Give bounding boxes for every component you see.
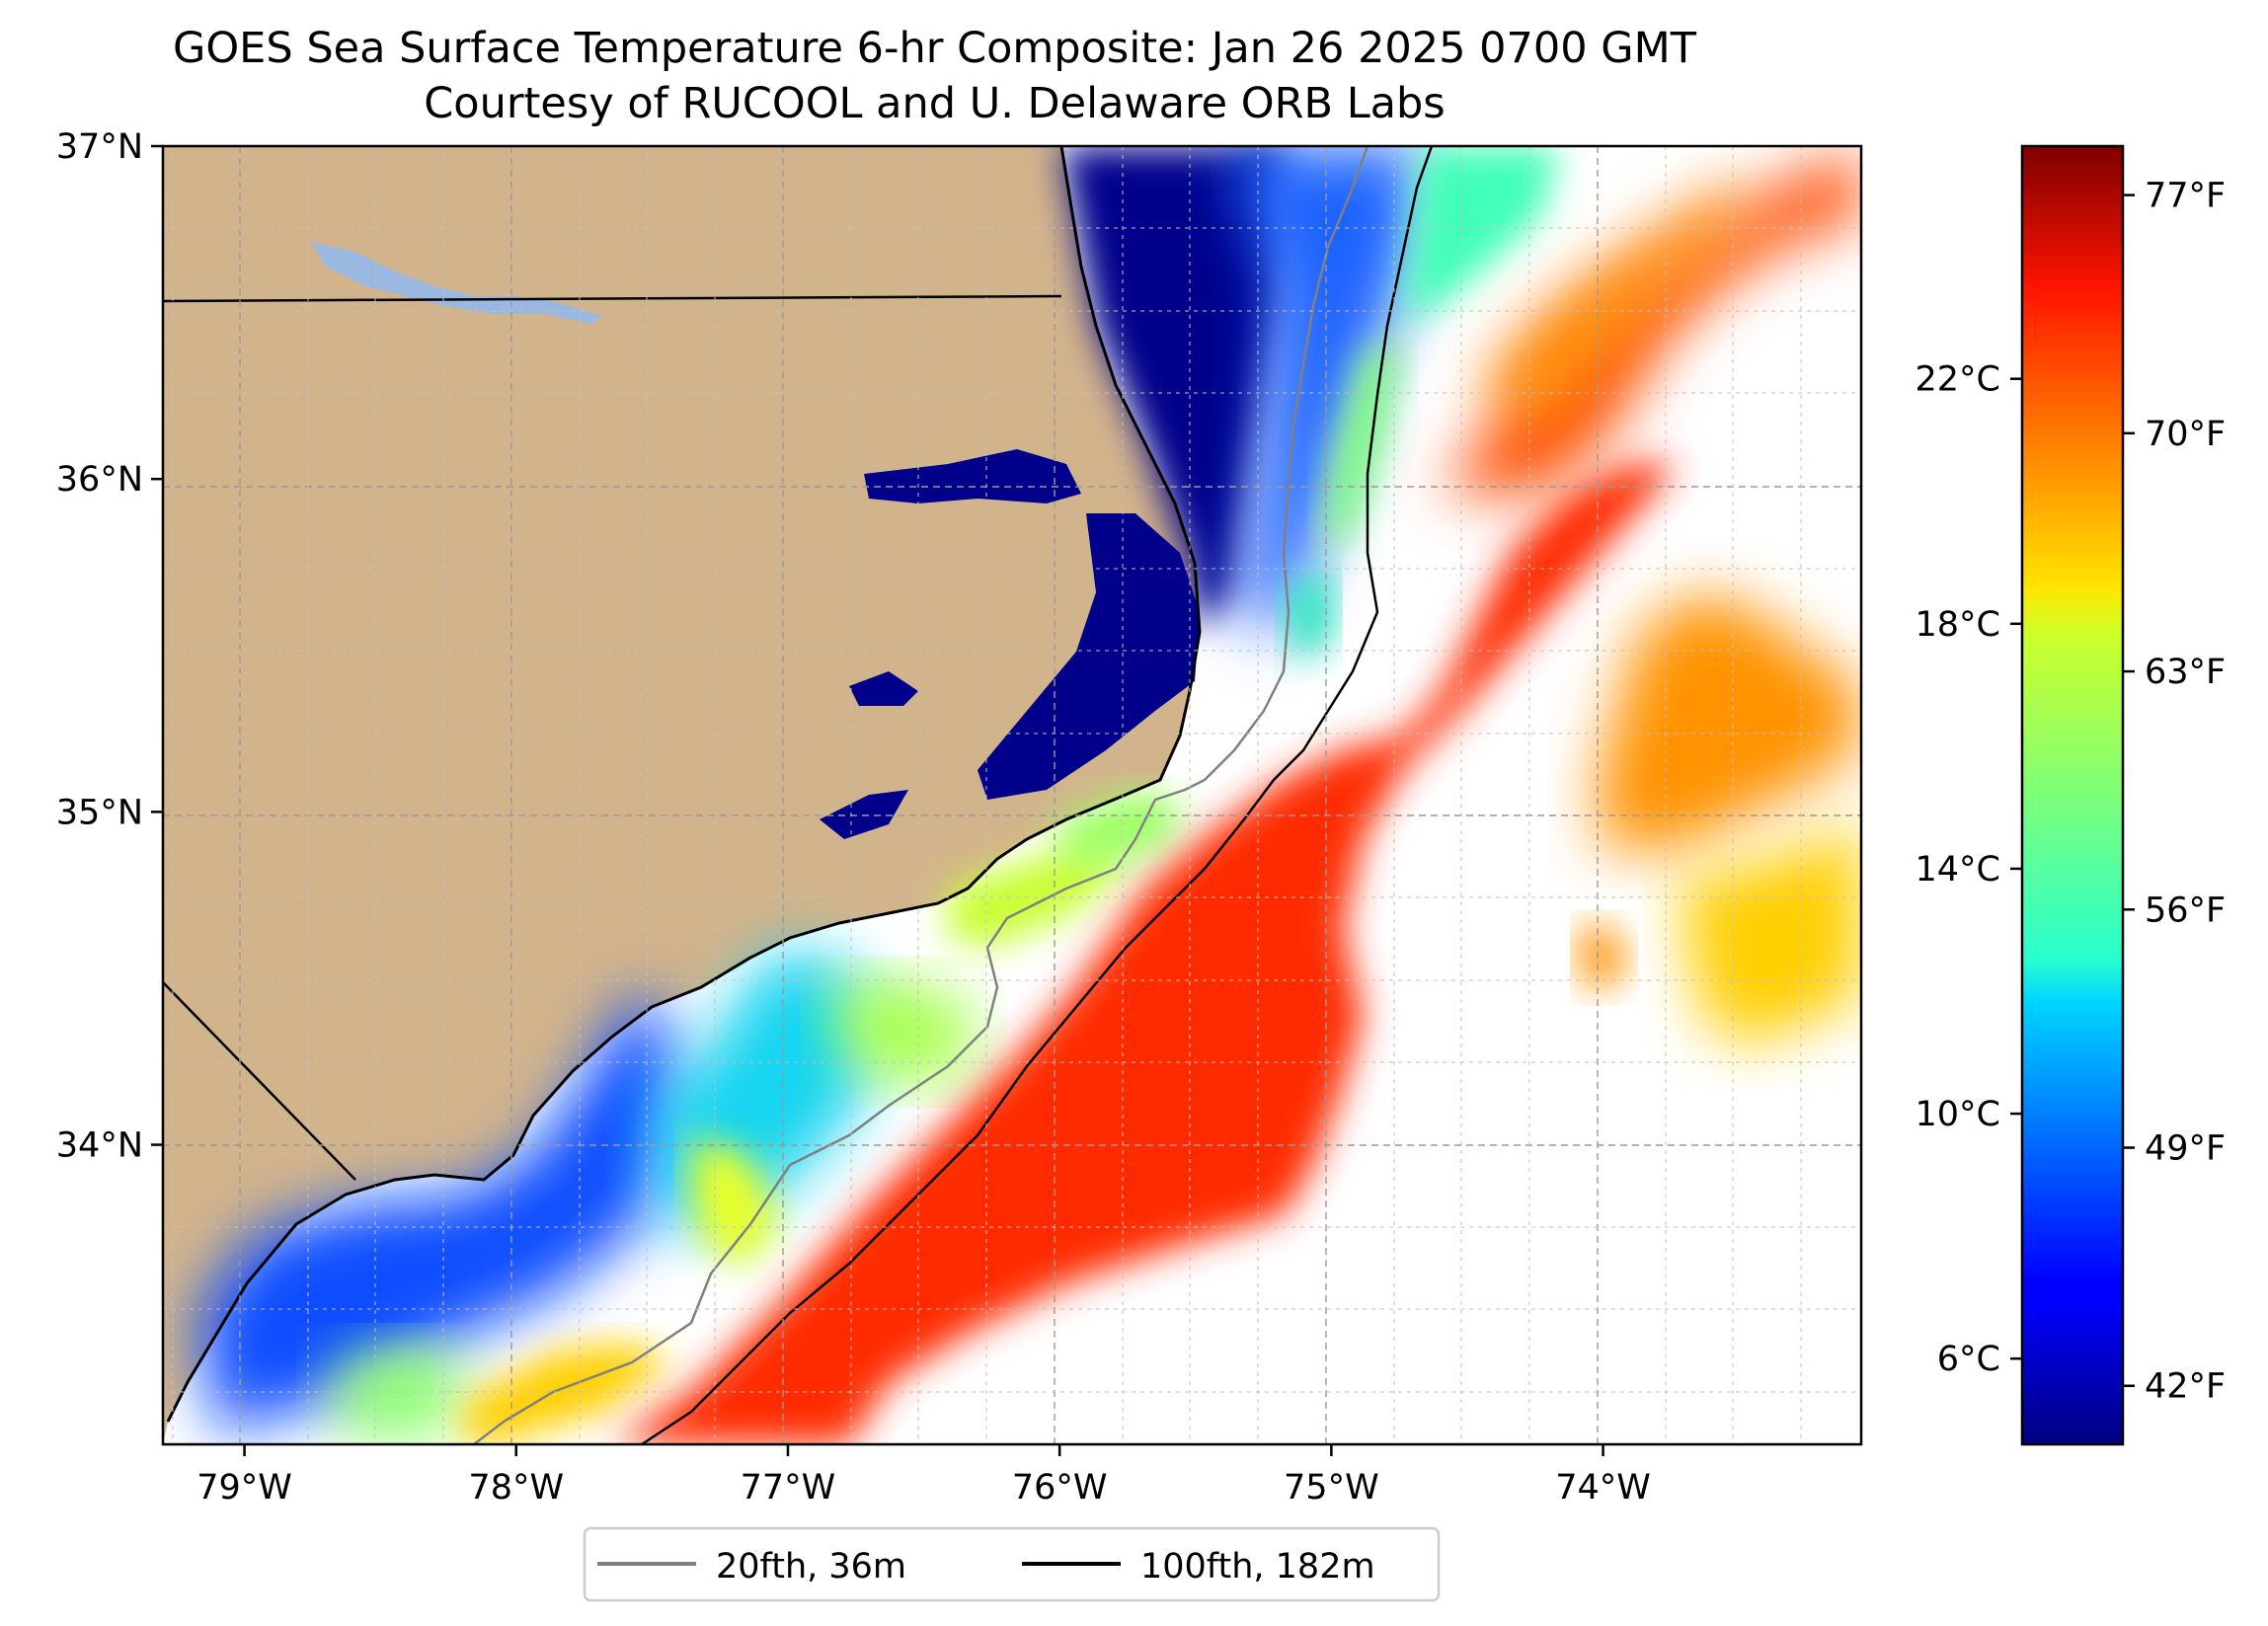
coastline: [166, 146, 1202, 1423]
sst-offshore-small-orange: [1580, 923, 1629, 992]
sst-offshore-orange: [1481, 178, 1738, 434]
x-tick-label: 76°W: [1012, 1468, 1108, 1508]
sst-shelf-south-cold: [197, 997, 681, 1432]
map-gridlines: [163, 146, 1861, 1444]
colorbar-frame: [2020, 144, 2125, 1446]
x-tick-label: 79°W: [196, 1468, 292, 1508]
y-tick-label: 35°N: [56, 793, 143, 832]
map-title-line-2: Courtesy of RUCOOL and U. Delaware ORB L…: [424, 79, 1446, 128]
sst-lookout-yellow: [948, 839, 1126, 948]
map-content: [163, 146, 1861, 1444]
map-title-line-1: GOES Sea Surface Temperature 6-hr Compos…: [173, 24, 1696, 73]
legend-box: [583, 1526, 1441, 1602]
x-tick-label: 77°W: [741, 1468, 836, 1508]
pamlico-river: [849, 671, 918, 706]
sst-shelf-teal-mid: [1284, 563, 1333, 661]
sst-shelf-onslow-yellow: [691, 1135, 780, 1264]
colorbar-celsius-label: 22°C: [1916, 360, 2000, 400]
kerr-lake: [311, 242, 602, 324]
sst-shelf-cyan-north: [1402, 146, 1560, 326]
map-minor-gridlines: [163, 146, 1861, 1444]
sst-shelf-capefear-green: [326, 1343, 474, 1441]
sst-shelf-blue-north: [1224, 146, 1422, 642]
colorbar-gradient: [2022, 146, 2123, 1444]
y-tick-label: 36°N: [56, 460, 143, 500]
state-border-va-nc: [163, 294, 1062, 303]
sst-gulf-stream: [612, 464, 1679, 1444]
map-axes-ticks: 79°W 78°W 77°W 76°W 75°W 74°W 37°N 36°N 35°N 34°N: [56, 127, 1651, 1508]
x-tick-label: 78°W: [468, 1468, 564, 1508]
y-tick-label: 37°N: [56, 127, 143, 167]
sst-offshore-orange-east: [1600, 592, 1861, 849]
sst-cold-nearshore-north: [1061, 146, 1284, 632]
neuse-river: [820, 790, 908, 839]
sst-shelf-green-mid: [1323, 336, 1402, 553]
colorbar-fahrenheit-label: 56°F: [2145, 890, 2226, 930]
isobath-100fth: [641, 146, 1434, 1444]
sst-shelf-south-green: [829, 977, 978, 1086]
colorbar-fahrenheit-label: 49°F: [2145, 1129, 2226, 1169]
colorbar-fahrenheit-label: 42°F: [2145, 1367, 2226, 1407]
colorbar-fahrenheit-label: 70°F: [2145, 415, 2226, 454]
colorbar-celsius-label: 14°C: [1916, 850, 2000, 890]
x-tick-label: 74°W: [1555, 1468, 1651, 1508]
sst-field: [197, 146, 1861, 1444]
isobath-legend: 20fth, 36m 100fth, 182m: [583, 1526, 1441, 1602]
colorbar-celsius-label: 18°C: [1916, 605, 2000, 645]
y-tick-label: 34°N: [56, 1126, 143, 1166]
pamlico-sound: [978, 513, 1200, 800]
colorbar-celsius-label: 6°C: [1937, 1340, 2000, 1379]
albemarle-sound: [864, 449, 1081, 503]
colorbar-ticks: 6°C 10°C 14°C 18°C 22°C 42°F 49°F 56°F 63°F 70°F 7…: [1916, 177, 2227, 1407]
legend-label-20fth: 20fth, 36m: [716, 1547, 906, 1587]
colorbar-celsius-label: 10°C: [1916, 1095, 2000, 1134]
colorbar-fahrenheit-label: 77°F: [2145, 177, 2226, 216]
map-frame: [161, 144, 1863, 1446]
isobath-20fth: [473, 146, 1369, 1444]
x-tick-label: 75°W: [1284, 1468, 1379, 1508]
state-border-nc-sc: [163, 981, 356, 1181]
colorbar-fahrenheit-label: 63°F: [2145, 653, 2226, 692]
sst-offshore-yellow-east: [1679, 819, 1861, 1046]
legend-label-100fth: 100fth, 182m: [1140, 1547, 1375, 1587]
